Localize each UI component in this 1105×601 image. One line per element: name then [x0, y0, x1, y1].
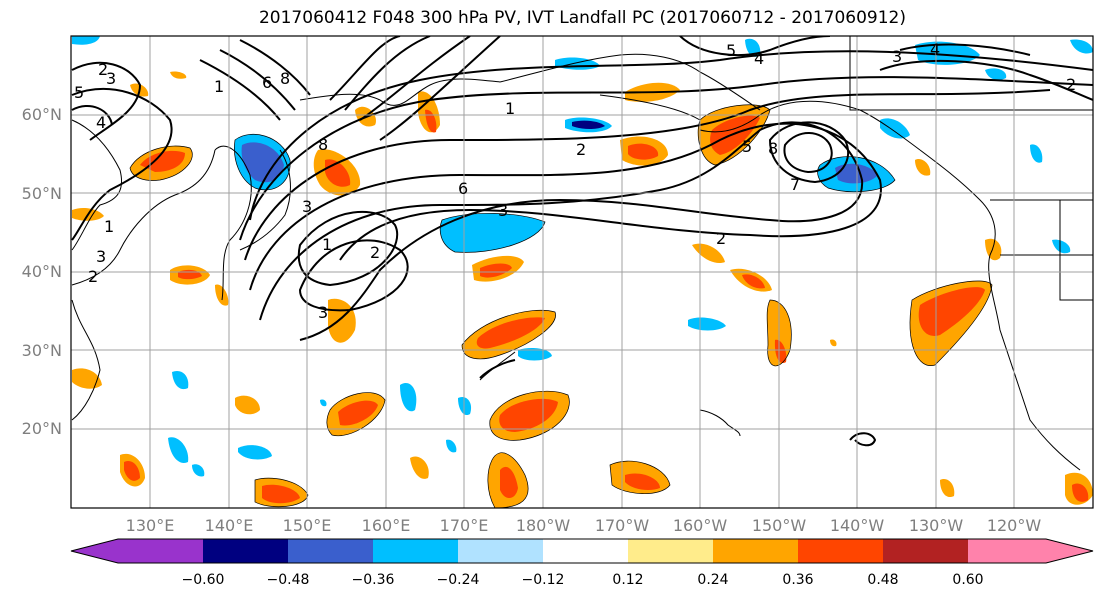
lon-label: 160°W	[673, 516, 728, 535]
contour-label: 3	[318, 303, 328, 322]
colorbar-tick: −0.12	[522, 572, 565, 588]
lon-label: 180°W	[516, 516, 571, 535]
contour-label: 4	[96, 113, 106, 132]
contour-label: 1	[104, 217, 114, 236]
contour-label: 5	[726, 41, 736, 60]
contour-label: 7	[790, 175, 800, 194]
colorbar-tick: 0.36	[782, 572, 813, 588]
lon-label: 140°E	[205, 516, 254, 535]
longitude-labels: 130°E 140°E 150°E 160°E 170°E 180°W 170°…	[126, 516, 1042, 535]
contour-label: 2	[370, 243, 380, 262]
contour-label: 1	[214, 77, 224, 96]
colorbar-tick: 0.60	[952, 572, 983, 588]
contour-label: 5	[74, 83, 84, 102]
contour-label: 2	[88, 267, 98, 286]
contour-label: 3	[302, 197, 312, 216]
contour-label: 8	[318, 135, 328, 154]
colorbar-segment	[373, 539, 458, 563]
lon-label: 170°W	[595, 516, 650, 535]
contour-label: 8	[280, 69, 290, 88]
colorbar: −0.60 −0.48 −0.36 −0.24 −0.12 0.12 0.24 …	[70, 538, 1094, 588]
contour-label: 4	[930, 40, 940, 59]
colorbar-extend-low	[71, 539, 118, 563]
contour-label: 6	[262, 73, 272, 92]
lon-label: 130°E	[126, 516, 175, 535]
colorbar-tick: −0.24	[437, 572, 480, 588]
colorbar-segment	[798, 539, 883, 563]
colorbar-extend-high	[1046, 539, 1093, 563]
ivt-negative-shading	[72, 36, 1093, 477]
lon-label: 120°W	[987, 516, 1042, 535]
contour-label: 2	[716, 229, 726, 248]
contour-label: 2	[1066, 75, 1076, 94]
colorbar-segment	[543, 539, 628, 563]
lon-label: 140°W	[830, 516, 885, 535]
contour-label: 3	[106, 69, 116, 88]
pv-contour-labels: 2 3 5 4 1 6 8 1 3 2 3 1 2 3 8 6 3 1 2 2 …	[74, 40, 1076, 322]
lon-label: 150°E	[283, 516, 332, 535]
colorbar-segment	[203, 539, 288, 563]
colorbar-segment	[118, 539, 203, 563]
lat-label: 50°N	[22, 184, 62, 203]
contour-label: 6	[458, 179, 468, 198]
lat-label: 60°N	[22, 105, 62, 124]
colorbar-segment	[713, 539, 798, 563]
colorbar-tick: 0.48	[867, 572, 898, 588]
map-border	[70, 35, 1094, 509]
contour-label: 3	[96, 247, 106, 266]
contour-label: 8	[768, 139, 778, 158]
contour-label: 5	[742, 137, 752, 156]
colorbar-segment	[288, 539, 373, 563]
colorbar-tick: −0.60	[182, 572, 225, 588]
contour-label: 2	[98, 60, 108, 79]
ivt-positive-shading	[72, 71, 1093, 508]
colorbar-segment	[968, 539, 1046, 563]
colorbar-segment	[628, 539, 713, 563]
lon-label: 160°E	[362, 516, 411, 535]
latitude-labels: 20°N 30°N 40°N 50°N 60°N	[22, 105, 62, 438]
gridlines	[71, 36, 1093, 508]
contour-label: 3	[498, 201, 508, 220]
colorbar-tick: 0.12	[612, 572, 643, 588]
contour-label: 3	[892, 47, 902, 66]
colorbar-tick: −0.48	[267, 572, 310, 588]
map-title: 2017060412 F048 300 hPa PV, IVT Landfall…	[258, 8, 906, 28]
ivt-outline	[129, 104, 993, 508]
colorbar-tick: 0.24	[697, 572, 728, 588]
lon-label: 150°W	[752, 516, 807, 535]
contour-label: 2	[576, 140, 586, 159]
lat-label: 40°N	[22, 262, 62, 281]
lat-label: 30°N	[22, 341, 62, 360]
contour-label: 4	[754, 49, 764, 68]
colorbar-tick: −0.36	[352, 572, 395, 588]
contour-label: 1	[322, 235, 332, 254]
lon-label: 130°W	[909, 516, 964, 535]
lat-label: 20°N	[22, 419, 62, 438]
lon-label: 170°E	[440, 516, 489, 535]
colorbar-segment	[883, 539, 968, 563]
contour-label: 1	[505, 99, 515, 118]
colorbar-outline	[70, 538, 1094, 564]
colorbar-segment	[458, 539, 543, 563]
